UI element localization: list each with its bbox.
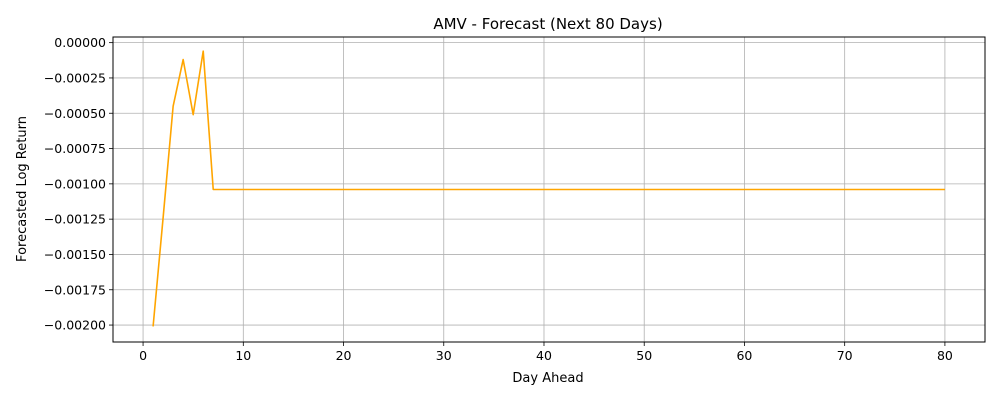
y-axis-label: Forecasted Log Return: [15, 116, 30, 262]
y-tick-label: −0.00200: [44, 318, 106, 333]
x-tick-label: 40: [536, 348, 552, 363]
y-tick-label: −0.00050: [44, 106, 106, 121]
y-tick-label: 0.00000: [54, 35, 106, 50]
y-tick-label: −0.00175: [44, 282, 106, 297]
chart-title: AMV - Forecast (Next 80 Days): [433, 15, 662, 33]
y-axis: 0.00000 −0.00025 −0.00050 −0.00075 −0.00100 −…: [44, 35, 113, 333]
series-layer: [152, 50, 945, 327]
x-tick-label: 20: [336, 348, 352, 363]
grid: [113, 37, 985, 342]
series-line: [152, 50, 945, 327]
x-axis-label: Day Ahead: [512, 371, 583, 386]
x-axis: 0 10 20 30 40 50 60 70 80: [139, 342, 953, 363]
y-tick-label: −0.00100: [44, 176, 106, 191]
x-tick-label: 50: [636, 348, 652, 363]
y-tick-label: −0.00150: [44, 247, 106, 262]
x-tick-label: 10: [235, 348, 251, 363]
plot-frame: [112, 36, 986, 343]
x-tick-label: 60: [736, 348, 752, 363]
y-tick-label: −0.00125: [44, 212, 106, 227]
x-tick-label: 80: [937, 348, 953, 363]
x-tick-label: 30: [436, 348, 452, 363]
x-tick-label: 70: [837, 348, 853, 363]
y-tick-label: −0.00075: [44, 141, 106, 156]
y-tick-label: −0.00025: [44, 70, 106, 85]
x-tick-label: 0: [139, 348, 147, 363]
